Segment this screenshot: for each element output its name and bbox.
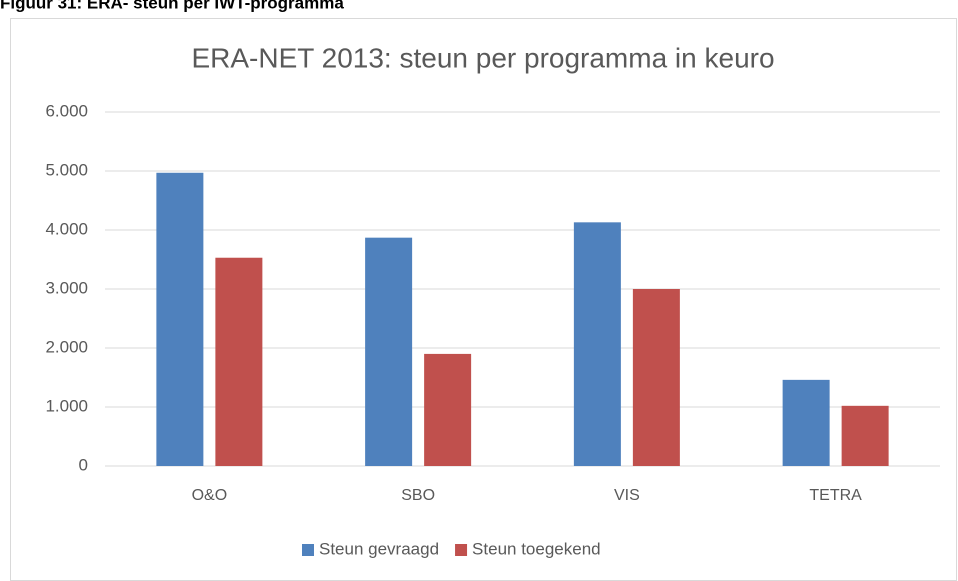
y-tick-label: 6.000 xyxy=(45,101,88,120)
y-tick-label: 3.000 xyxy=(45,278,88,297)
x-tick-label: SBO xyxy=(401,487,435,504)
bar xyxy=(573,222,621,466)
bar xyxy=(215,257,263,466)
bar xyxy=(156,172,204,466)
y-tick-label: 0 xyxy=(79,455,88,474)
legend-swatch xyxy=(455,544,468,556)
bar xyxy=(841,405,889,466)
x-tick-label: VIS xyxy=(614,487,640,504)
y-tick-label: 2.000 xyxy=(45,337,88,356)
y-tick-label: 1.000 xyxy=(45,396,88,415)
legend-swatch xyxy=(302,544,314,556)
legend-label: Steun toegekend xyxy=(472,539,601,558)
bar xyxy=(782,379,830,466)
bar xyxy=(632,289,680,466)
bar xyxy=(424,353,472,466)
chart-title: ERA-NET 2013: steun per programma in keu… xyxy=(191,42,774,73)
legend-label: Steun gevraagd xyxy=(319,539,439,558)
y-tick-label: 4.000 xyxy=(45,219,88,238)
x-tick-label: TETRA xyxy=(809,487,862,504)
x-tick-label: O&O xyxy=(192,487,228,504)
y-tick-label: 5.000 xyxy=(45,160,88,179)
bar xyxy=(365,237,413,466)
caption: Figuur 31: ERA- steun per IWT-programma xyxy=(0,0,344,12)
